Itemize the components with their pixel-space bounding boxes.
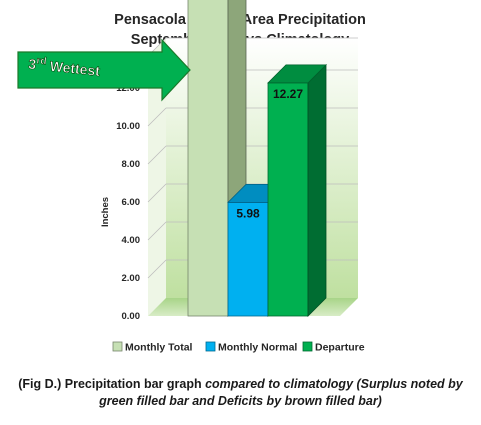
side-wall bbox=[148, 38, 166, 316]
data-label: 5.98 bbox=[236, 206, 260, 220]
legend-item-label: Monthly Normal bbox=[218, 342, 297, 354]
bar-front bbox=[187, 0, 229, 317]
caption-italic-text: compared to climatology (Surplus noted b… bbox=[99, 377, 463, 408]
legend-swatch bbox=[302, 341, 313, 352]
bar-front bbox=[227, 201, 269, 317]
gridline-side bbox=[147, 107, 167, 127]
bar-side bbox=[307, 63, 327, 317]
caption-text: (Fig D.) Precipitation bar graph bbox=[18, 377, 206, 391]
legend: Monthly Total Monthly Normal Departure bbox=[112, 341, 365, 354]
y-tick-label: 10.00 bbox=[116, 121, 140, 132]
y-tick-label: 0.00 bbox=[122, 311, 141, 322]
y-axis-label: Inches bbox=[100, 197, 111, 227]
annotation-prefix: 3 bbox=[28, 56, 38, 73]
bar-front bbox=[267, 82, 309, 317]
bar: 12.27 bbox=[267, 63, 327, 317]
y-tick-label: 8.00 bbox=[122, 159, 141, 170]
annotation-superscript: rd bbox=[36, 55, 47, 67]
plot-area: 0.002.004.006.008.0010.0012.00Inches18.2… bbox=[100, 0, 358, 322]
annotation-arrow: 3rd Wettest bbox=[17, 38, 191, 102]
data-label: 12.27 bbox=[273, 87, 303, 101]
bar-top bbox=[267, 64, 327, 84]
annotation-label: 3rd Wettest bbox=[28, 55, 102, 79]
gridline-side bbox=[147, 145, 167, 165]
legend-item-label: Departure bbox=[315, 342, 365, 354]
figure-caption: (Fig D.) Precipitation bar graph compare… bbox=[8, 376, 473, 410]
y-tick-label: 2.00 bbox=[122, 273, 141, 284]
gridline-side bbox=[147, 259, 167, 279]
y-tick-label: 4.00 bbox=[122, 235, 141, 246]
annotation-suffix: Wettest bbox=[45, 57, 101, 79]
legend-item-label: Monthly Total bbox=[125, 342, 193, 354]
arrow-shape bbox=[17, 38, 191, 102]
legend-swatch bbox=[205, 341, 216, 352]
gridline-side bbox=[147, 183, 167, 203]
legend-swatch bbox=[112, 341, 123, 352]
gridline-side bbox=[147, 221, 167, 241]
y-tick-label: 6.00 bbox=[122, 197, 141, 208]
